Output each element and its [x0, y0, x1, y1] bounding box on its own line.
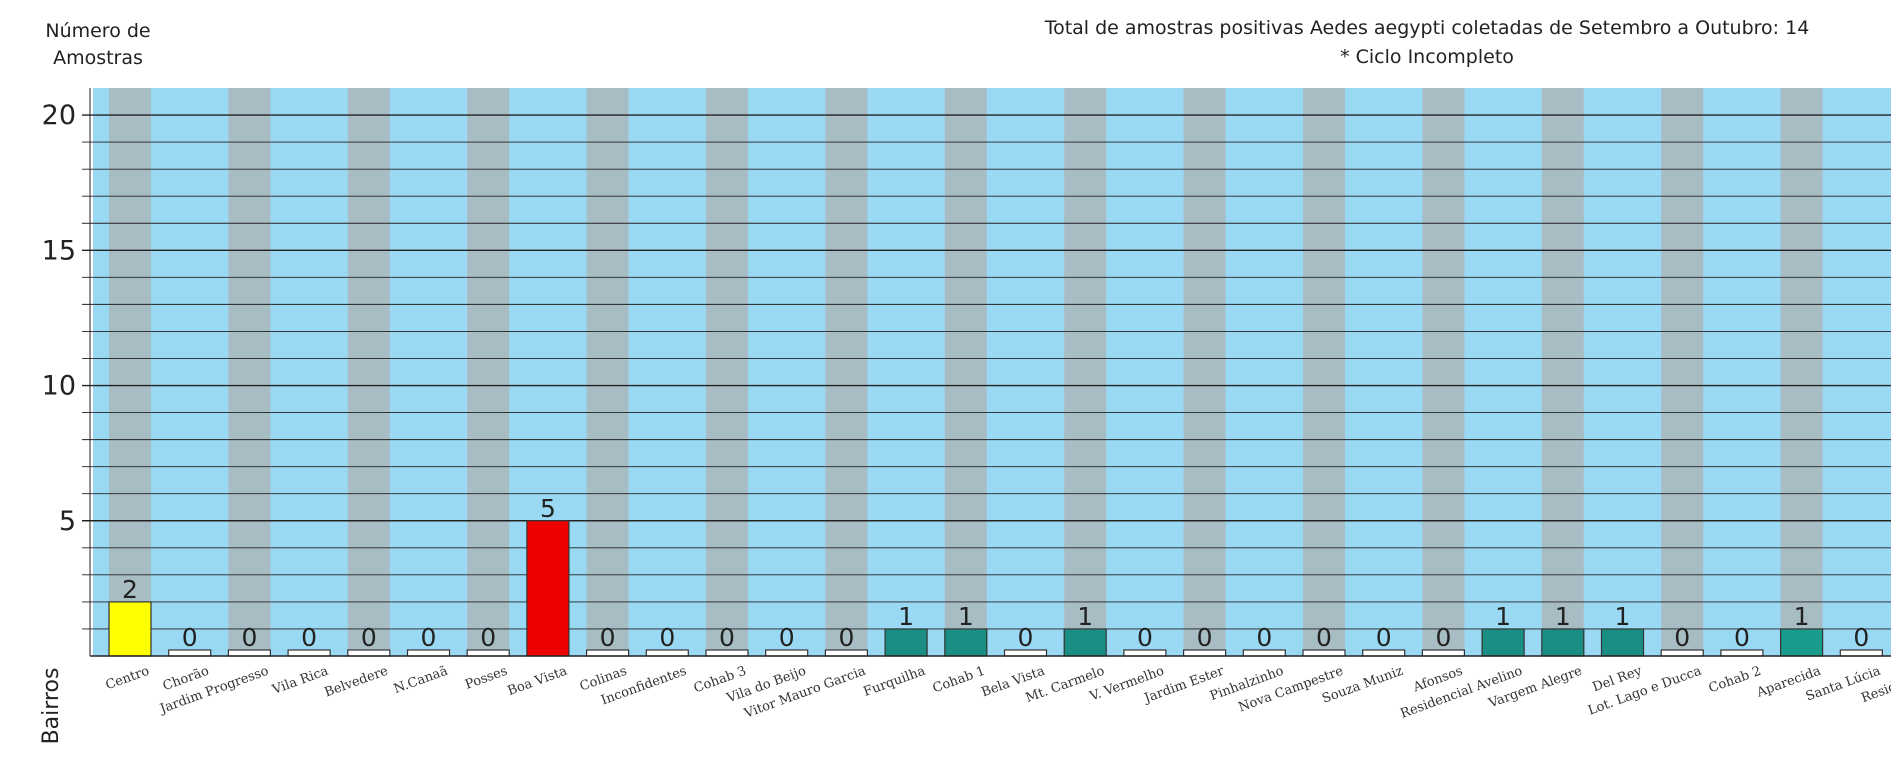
- plot-background: [93, 88, 1891, 656]
- category-label: Cohab 1: [931, 664, 987, 697]
- plot-band: [1661, 88, 1704, 656]
- bar: [944, 628, 988, 657]
- bar-value-label: 0: [1435, 623, 1451, 652]
- bar: [526, 520, 570, 657]
- bar-value-label: 0: [182, 623, 198, 652]
- bar-value-label: 2: [122, 575, 138, 604]
- bar-value-label: 0: [361, 623, 377, 652]
- bar-value-label: 0: [659, 623, 675, 652]
- plot-band: [109, 88, 151, 656]
- category-label: Boa Vista: [506, 664, 570, 699]
- y-tick-label: 20: [42, 100, 76, 131]
- bar-value-label: 1: [958, 602, 974, 631]
- bar: [1541, 628, 1585, 657]
- category-label: Centro: [104, 664, 152, 694]
- bar-value-label: 0: [838, 623, 854, 652]
- bar-value-label: 1: [1555, 602, 1571, 631]
- chart-title-block: Total de amostras positivas Aedes aegypt…: [977, 14, 1877, 72]
- y-axis-title: Número de Amostras: [18, 18, 178, 72]
- bar: [884, 628, 928, 657]
- bar: [1063, 628, 1107, 657]
- bar: [1600, 628, 1645, 657]
- bar-value-label: 0: [779, 623, 795, 652]
- bar-value-label: 0: [1137, 623, 1153, 652]
- category-label: Furquilha: [861, 664, 927, 700]
- bar-value-label: 0: [1376, 623, 1392, 652]
- category-label: Cohab 2: [1707, 664, 1763, 697]
- y-axis-title-line-1: Número de: [45, 20, 151, 42]
- bar-value-label: 1: [1615, 602, 1631, 631]
- bar-value-label: 0: [301, 623, 317, 652]
- bar-value-label: 0: [1316, 623, 1332, 652]
- bar-value-label: 0: [241, 623, 257, 652]
- bar-value-label: 1: [1077, 602, 1093, 631]
- bar-value-label: 0: [1674, 623, 1690, 652]
- plot-band: [1541, 88, 1584, 656]
- bar-value-label: 5: [540, 494, 556, 523]
- plot-band: [1183, 88, 1226, 656]
- category-label: N.Canaã: [392, 664, 450, 697]
- y-tick-label: 15: [42, 235, 76, 266]
- bar-value-label: 1: [1495, 602, 1511, 631]
- y-tick-label: 10: [42, 371, 76, 402]
- plot-band: [586, 88, 629, 656]
- category-label: Belvedere: [323, 664, 391, 701]
- chart-title: Total de amostras positivas Aedes aegypt…: [1044, 17, 1810, 39]
- y-axis-title-line-2: Amostras: [53, 47, 143, 69]
- plot-band: [1422, 88, 1465, 656]
- x-axis-title: Bairros: [39, 668, 64, 745]
- bar-value-label: 0: [1197, 623, 1213, 652]
- bar-value-label: 0: [600, 623, 616, 652]
- bar-value-label: 0: [480, 623, 496, 652]
- plot-band: [467, 88, 510, 656]
- plot-band: [1064, 88, 1107, 656]
- bar-value-label: 0: [719, 623, 735, 652]
- bar-value-label: 0: [1853, 623, 1869, 652]
- bar-value-label: 1: [1794, 602, 1810, 631]
- bar-value-label: 0: [1256, 623, 1272, 652]
- plot-band: [706, 88, 748, 656]
- bar-value-label: 0: [421, 623, 437, 652]
- category-label: Vila Rica: [270, 664, 331, 698]
- plot-band: [944, 88, 987, 656]
- bar: [108, 601, 152, 657]
- bar-value-label: 1: [898, 602, 914, 631]
- bar-value-label: 0: [1018, 623, 1034, 652]
- plot-band: [347, 88, 390, 656]
- bar-value-label: 0: [1734, 623, 1750, 652]
- bar: [1481, 628, 1525, 657]
- category-label: Posses: [463, 664, 509, 693]
- plot-band: [825, 88, 868, 656]
- bar: [1779, 628, 1824, 657]
- y-tick-label: 5: [59, 506, 76, 537]
- plot-band: [228, 88, 271, 656]
- plot-band: [1303, 88, 1345, 656]
- plot-band: [1780, 88, 1823, 656]
- chart-subtitle: * Ciclo Incompleto: [1340, 46, 1514, 68]
